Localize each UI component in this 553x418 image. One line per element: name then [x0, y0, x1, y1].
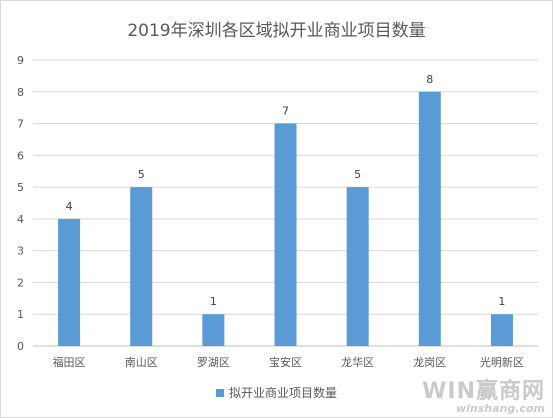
y-tick-label: 9 — [17, 54, 24, 67]
legend: 拟开业商业项目数量 — [0, 384, 553, 401]
x-tick-label: 光明新区 — [480, 355, 524, 369]
bar — [58, 218, 81, 346]
data-label: 5 — [138, 168, 145, 181]
y-tick-label: 8 — [17, 86, 24, 99]
legend-label: 拟开业商业项目数量 — [228, 386, 337, 400]
bar — [274, 123, 297, 346]
y-tick-label: 1 — [17, 308, 24, 321]
watermark-logo: WIN赢商网 — [422, 379, 545, 404]
bars — [58, 91, 513, 347]
bar — [418, 91, 441, 347]
data-label: 1 — [210, 295, 217, 308]
data-labels: 4 5 1 7 5 8 1 — [66, 73, 506, 308]
y-tick-label: 6 — [17, 149, 24, 162]
x-tick-label: 龙华区 — [341, 355, 374, 369]
x-tick-label: 龙岗区 — [413, 356, 446, 369]
x-tick-label: 宝安区 — [269, 355, 302, 369]
x-tick-label: 福田区 — [53, 355, 86, 369]
data-label: 4 — [66, 200, 73, 213]
y-tick-label: 2 — [17, 276, 24, 289]
bar — [202, 314, 225, 346]
x-tick-label: 南山区 — [125, 356, 158, 369]
data-label: 7 — [282, 105, 289, 118]
y-tick-label: 3 — [17, 245, 24, 258]
y-tick-labels: 0 1 2 3 4 5 6 7 8 9 — [17, 54, 24, 353]
x-tick-label: 罗湖区 — [197, 356, 230, 369]
bar — [490, 314, 513, 346]
data-label: 5 — [354, 168, 361, 181]
y-tick-label: 7 — [17, 118, 24, 131]
y-tick-label: 4 — [17, 213, 24, 226]
legend-swatch — [215, 388, 224, 397]
bar — [346, 187, 369, 346]
data-label: 1 — [498, 295, 505, 308]
chart-title: 2019年深圳各区域拟开业商业项目数量 — [127, 21, 426, 41]
y-tick-label: 5 — [17, 181, 24, 194]
watermark-site: winshang.com — [456, 402, 545, 415]
y-tick-label: 0 — [17, 340, 24, 353]
x-tick-labels: 福田区 南山区 罗湖区 宝安区 龙华区 龙岗区 光明新区 — [53, 355, 524, 369]
data-label: 8 — [426, 73, 433, 86]
watermark: WIN赢商网 winshang.com — [422, 379, 545, 415]
bar — [130, 187, 153, 346]
